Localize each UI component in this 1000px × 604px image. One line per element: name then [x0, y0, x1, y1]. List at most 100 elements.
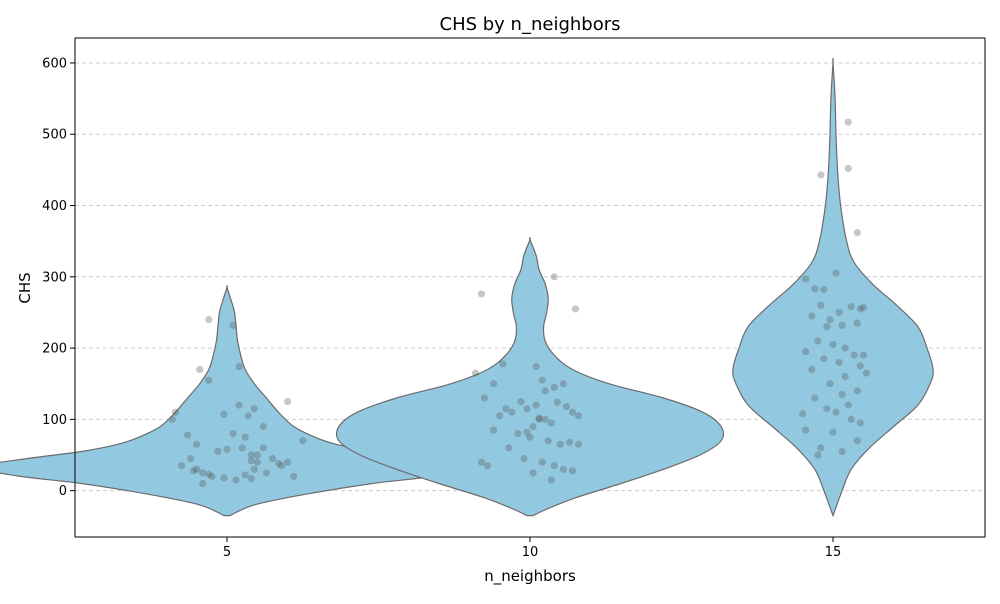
data-point [535, 415, 543, 423]
data-point [490, 380, 498, 388]
y-tick-label: 500 [42, 128, 67, 143]
data-point [550, 273, 558, 281]
data-point [187, 454, 195, 463]
data-point [244, 412, 252, 420]
data-point [562, 402, 571, 411]
x-tick-label: 5 [223, 545, 231, 560]
data-point [826, 380, 834, 388]
data-point [538, 376, 546, 384]
data-point [859, 303, 867, 312]
data-point [480, 394, 489, 402]
data-point [247, 474, 255, 483]
data-point [859, 351, 867, 359]
data-point [547, 419, 555, 427]
data-point [565, 438, 574, 446]
data-point [559, 465, 567, 473]
data-point [847, 303, 855, 311]
plot-frame [74, 37, 986, 538]
data-point [205, 376, 213, 384]
violin-15 [732, 57, 934, 518]
data-point [502, 405, 510, 413]
data-point [471, 369, 479, 377]
data-point [235, 363, 243, 371]
data-point [190, 467, 198, 475]
data-point [253, 451, 261, 459]
data-point [250, 405, 258, 413]
data-point [553, 398, 561, 406]
data-point [847, 415, 855, 423]
data-point [559, 380, 567, 388]
data-point [817, 171, 825, 179]
x-tick-label: 15 [825, 545, 842, 560]
data-point [541, 415, 549, 423]
data-point [183, 431, 192, 439]
data-point [523, 405, 531, 413]
data-point [532, 401, 540, 409]
data-point [556, 440, 564, 448]
data-point [508, 408, 516, 416]
data-point [477, 458, 486, 466]
data-point [193, 465, 201, 473]
data-point [274, 459, 283, 468]
data-point [838, 321, 846, 329]
data-point [550, 383, 558, 391]
data-point [853, 437, 861, 445]
data-point [802, 426, 810, 434]
data-point [262, 469, 271, 477]
y-tick-label: 200 [42, 342, 67, 357]
data-point [856, 305, 864, 313]
data-point [841, 344, 849, 352]
data-point [547, 476, 555, 484]
data-point [802, 275, 810, 283]
data-point [799, 410, 807, 418]
x-axis-label: n_neighbors [484, 567, 576, 586]
data-point [853, 387, 861, 395]
y-axis-label: CHS [16, 272, 34, 303]
data-point [838, 390, 846, 399]
data-point [529, 469, 537, 477]
data-point [535, 414, 543, 422]
data-point [832, 408, 840, 416]
data-point [568, 408, 577, 416]
data-point [250, 465, 258, 473]
data-point [817, 444, 825, 452]
data-point [278, 462, 286, 470]
data-point [550, 462, 558, 470]
data-point [208, 472, 216, 481]
data-point [168, 415, 176, 423]
data-point [817, 301, 825, 309]
data-point [499, 360, 507, 368]
data-point [520, 454, 528, 463]
data-point [496, 412, 504, 420]
data-point [835, 308, 843, 317]
data-point [844, 164, 852, 173]
data-point [823, 405, 831, 413]
data-point [220, 474, 228, 482]
data-point [844, 401, 852, 409]
data-point [196, 365, 204, 374]
data-point [490, 426, 498, 434]
data-point [571, 305, 580, 313]
data-point [229, 321, 237, 329]
data-point [808, 312, 816, 320]
data-point [253, 458, 261, 466]
data-point [483, 462, 492, 470]
data-point [232, 476, 240, 484]
data-point [241, 433, 249, 441]
data-point [247, 457, 255, 465]
y-tick-label: 600 [42, 56, 67, 71]
data-points [168, 118, 870, 488]
data-point [241, 471, 249, 479]
data-point [517, 397, 525, 406]
data-point [823, 323, 831, 331]
chart-title: CHS by n_neighbors [440, 14, 621, 35]
y-tick-label: 100 [42, 413, 67, 428]
data-point [526, 433, 534, 441]
data-point [835, 358, 843, 366]
data-point [247, 451, 255, 459]
data-point [829, 340, 837, 349]
data-point [841, 373, 849, 381]
axes: 0 100 200 300 400 500 600 5 10 15 [42, 37, 986, 560]
data-point [574, 440, 583, 448]
